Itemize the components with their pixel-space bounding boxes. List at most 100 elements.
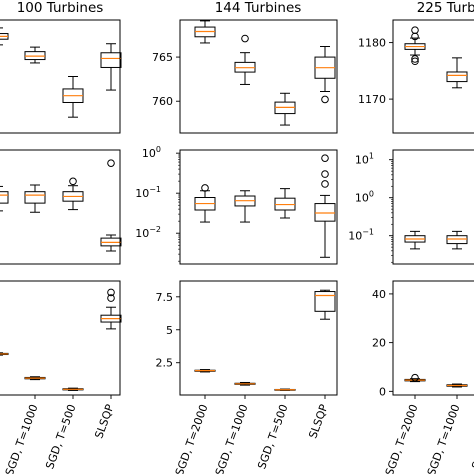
y-tick-label-exponent: −2	[149, 225, 161, 234]
y-tick-label: 101	[355, 152, 374, 167]
box-4	[314, 289, 336, 320]
y-tick-label: 10−2	[135, 225, 161, 240]
box-iqr	[100, 52, 122, 68]
y-tick-label-base: 10	[348, 230, 362, 243]
y-tick-label-base: 10	[355, 154, 369, 167]
box-iqr	[314, 291, 336, 312]
box-1	[0, 185, 9, 212]
box-1	[194, 184, 216, 223]
y-tick-label: 40	[372, 288, 386, 301]
box-iqr	[446, 235, 468, 245]
chart-panel	[0, 149, 122, 265]
y-tick-label: 100	[142, 145, 161, 160]
box-4	[100, 159, 122, 252]
box-4	[314, 45, 336, 104]
axes-frame	[392, 149, 474, 265]
box-1	[0, 352, 9, 356]
box-4	[100, 43, 122, 91]
y-tick-label: 20	[372, 337, 386, 350]
x-tick-label: SGD, T=1000	[425, 403, 463, 474]
x-tick-label: SGD, T=2000	[173, 403, 211, 474]
outlier-point	[107, 294, 115, 302]
outlier-point	[411, 32, 419, 41]
box-1	[194, 20, 216, 44]
x-tick-label: SGD, T=1000	[3, 403, 41, 474]
box-4	[314, 154, 336, 258]
box-2	[24, 46, 46, 64]
axes-frame	[179, 280, 338, 396]
y-tick-label: 10−1	[135, 185, 161, 200]
axes-frame	[392, 19, 474, 134]
box-2	[234, 190, 256, 223]
box-3	[62, 76, 84, 118]
box-2	[234, 34, 256, 85]
y-tick-label: 760	[152, 95, 173, 108]
y-tick-label: 2.5	[156, 357, 174, 370]
box-3	[274, 92, 296, 126]
outlier-point	[241, 34, 249, 43]
x-tick-label: SGD, T=500	[255, 403, 290, 471]
y-tick-label-exponent: −1	[362, 228, 374, 237]
box-iqr	[24, 191, 46, 204]
x-tick-label: SGD, T=500	[469, 403, 474, 471]
box-2	[446, 383, 468, 388]
outlier-point	[321, 180, 329, 188]
box-1	[404, 230, 426, 250]
y-tick-label: 5	[166, 324, 173, 337]
box-iqr	[314, 203, 336, 222]
outlier-point	[321, 154, 329, 162]
box-3	[62, 177, 84, 211]
y-tick-label: 10−1	[348, 228, 374, 243]
x-tick-label: SGD, T=500	[43, 403, 78, 471]
y-tick-label-base: 10	[135, 227, 149, 240]
y-tick-label-exponent: 0	[369, 190, 374, 199]
box-1	[194, 369, 216, 373]
outlier-point	[321, 95, 329, 104]
box-2	[446, 57, 468, 89]
outlier-point	[411, 26, 419, 34]
axes-frame	[392, 280, 474, 396]
panel-title: 225 Turbines	[417, 0, 474, 16]
box-1	[0, 27, 9, 46]
outlier-point	[107, 288, 115, 297]
x-tick-label: SLSQP	[306, 402, 330, 440]
axes-frame	[0, 280, 121, 396]
y-tick-label-base: 10	[355, 192, 369, 205]
y-tick-label-exponent: 0	[156, 145, 161, 154]
axes-frame	[179, 149, 338, 265]
box-1	[404, 26, 426, 66]
chart-panel	[0, 19, 122, 134]
y-tick-label-base: 10	[142, 147, 156, 160]
y-tick-label: 1170	[358, 93, 386, 106]
box-2	[234, 381, 256, 386]
chart-panel: 2.5 5 7.5 SGD, T=2000 SGD, T=1000 SGD, T=500 S…	[156, 280, 338, 474]
outlier-point	[69, 177, 77, 186]
x-tick-label: SGD, T=2000	[0, 403, 4, 474]
outlier-point	[321, 170, 329, 178]
y-tick-label: 100	[355, 190, 374, 205]
outlier-point	[411, 373, 419, 382]
outlier-point	[411, 57, 419, 66]
x-tick-label: SLSQP	[92, 402, 116, 440]
outlier-point	[201, 184, 209, 192]
y-tick-label: 765	[152, 51, 173, 64]
chart-panel: 1170 1180	[358, 19, 474, 134]
box-iqr	[446, 71, 468, 83]
box-2	[24, 184, 46, 213]
y-tick-label: 7.5	[156, 291, 174, 304]
box-3	[62, 387, 84, 391]
panel-title: 144 Turbines	[215, 0, 302, 16]
box-3	[274, 188, 296, 219]
box-1	[404, 373, 426, 383]
box-iqr	[0, 191, 9, 204]
axes-frame	[0, 19, 121, 134]
y-tick-label-base: 10	[135, 187, 149, 200]
axes-frame	[179, 19, 338, 134]
box-4	[100, 288, 122, 330]
y-tick-label: 1180	[358, 37, 386, 50]
axes-frame	[0, 149, 121, 265]
